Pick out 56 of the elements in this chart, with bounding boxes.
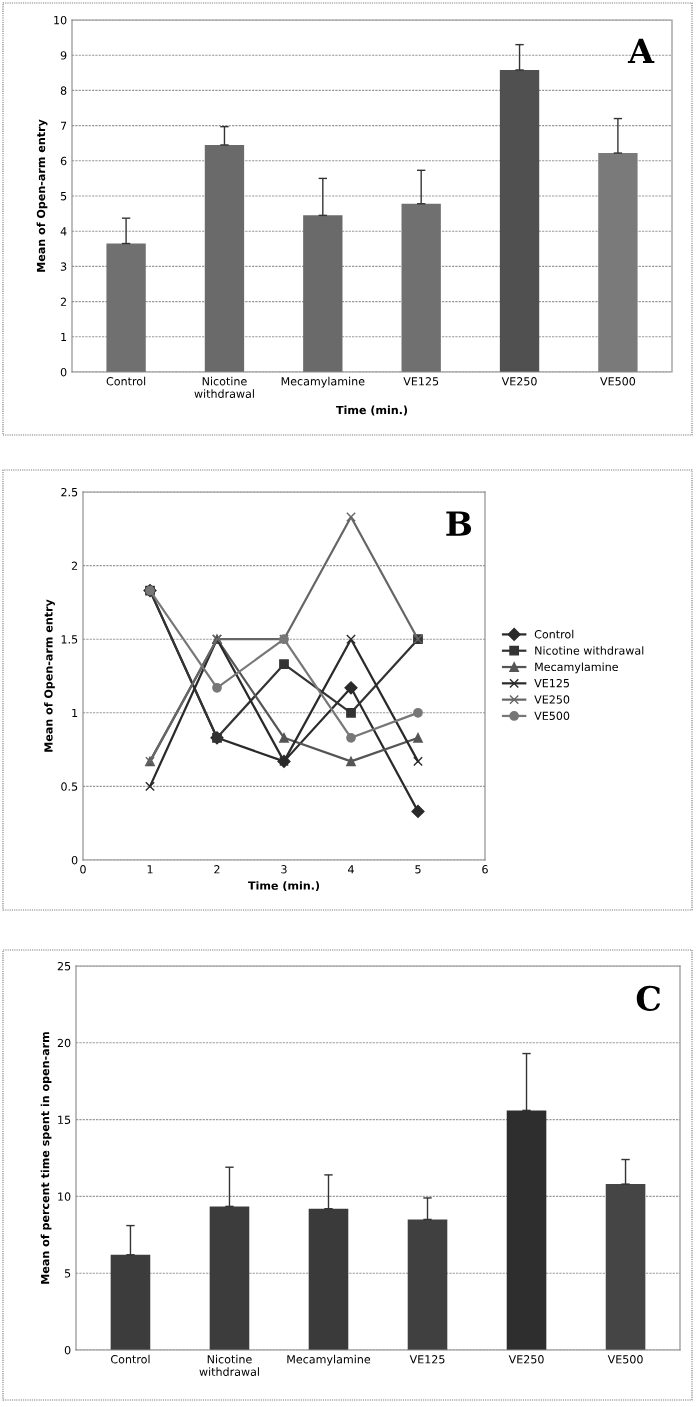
x-tick-label: 5 xyxy=(415,865,421,874)
y-tick-label: 1 xyxy=(61,332,67,342)
y-tick-label: 10 xyxy=(54,15,67,25)
x-tick-label: Mecamylamine xyxy=(281,376,365,388)
y-tick-label: 15 xyxy=(58,1115,71,1124)
y-tick-label: 9 xyxy=(60,51,67,60)
y-tick-label: 8 xyxy=(60,86,67,95)
y-tick-label: 0.5 xyxy=(61,782,78,791)
x-tick-label: Mecamylamine xyxy=(287,1354,371,1366)
y-axis-title: Mean of Open-arm entry xyxy=(36,119,48,272)
y-tick-label: 0 xyxy=(60,367,67,377)
legend-label: VE125 xyxy=(534,678,570,688)
x-tick-label: Control xyxy=(111,1354,150,1364)
y-tick-label: 20 xyxy=(57,1038,71,1048)
y-axis-title: Mean of percent time spent in open-arm xyxy=(40,1032,52,1284)
legend-label: VE250 xyxy=(534,695,570,704)
x-tick-label: Control xyxy=(106,376,146,386)
y-tick-label: 0 xyxy=(64,1345,71,1355)
x-axis-title: Time (min.) xyxy=(336,405,408,416)
y-tick-label: 2.5 xyxy=(61,487,78,497)
y-tick-label: 6 xyxy=(60,156,67,166)
x-tick-label: 4 xyxy=(348,865,354,874)
legend-label: VE500 xyxy=(534,711,570,720)
x-tick-label: VE500 xyxy=(600,377,636,386)
y-tick-label: 5 xyxy=(60,192,67,201)
y-axis-title: Mean of Open-arm entry xyxy=(44,599,55,752)
x-tick-label: 3 xyxy=(281,865,287,874)
x-axis-title: Time (min.) xyxy=(248,881,320,892)
y-tick-label: 2 xyxy=(71,561,78,570)
y-tick-label: 2 xyxy=(60,297,67,306)
x-tick-label: VE250 xyxy=(508,1355,544,1364)
x-tick-label: VE250 xyxy=(501,377,537,386)
x-tick-label: VE125 xyxy=(409,1355,445,1364)
legend-label: Control xyxy=(534,629,574,639)
x-tick-label: Nicotine withdrawal xyxy=(194,376,254,398)
y-tick-label: 7 xyxy=(60,121,67,130)
x-tick-label: VE125 xyxy=(403,377,439,386)
y-tick-label: 1.5 xyxy=(61,635,78,644)
annotation: A xyxy=(627,38,655,63)
annotation: C xyxy=(636,985,661,1011)
y-tick-label: 3 xyxy=(60,262,67,271)
y-tick-label: 0 xyxy=(71,855,78,865)
x-tick-label: 1 xyxy=(147,865,153,874)
x-tick-label: 0 xyxy=(80,865,86,874)
y-tick-label: 10 xyxy=(58,1192,71,1201)
x-tick-label: 6 xyxy=(482,865,488,874)
x-tick-label: Nicotine withdrawal xyxy=(199,1354,259,1376)
y-tick-label: 4 xyxy=(60,227,67,236)
x-tick-label: 2 xyxy=(214,865,220,874)
annotation: B xyxy=(446,511,472,536)
x-tick-label: VE500 xyxy=(607,1355,643,1364)
y-tick-label: 25 xyxy=(57,961,71,971)
legend-label: Nicotine withdrawal xyxy=(535,646,644,655)
y-tick-label: 5 xyxy=(64,1269,71,1278)
legend-label: Mecamylamine xyxy=(535,662,618,674)
y-tick-label: 1 xyxy=(72,708,78,718)
